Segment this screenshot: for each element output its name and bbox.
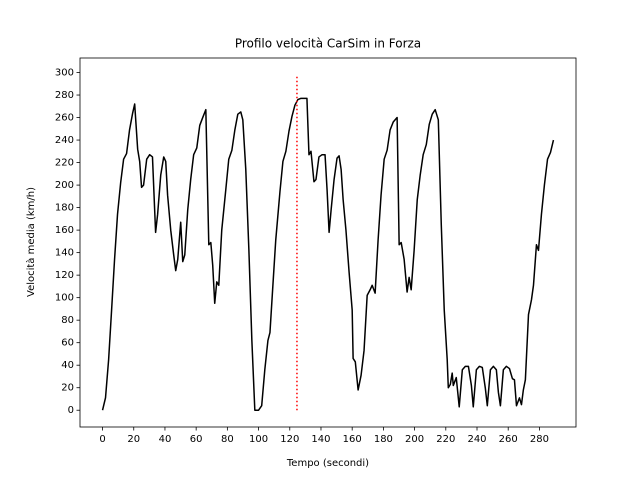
y-axis-label: Velocità media (km/h) bbox=[25, 187, 37, 297]
x-tick-label: 180 bbox=[374, 434, 393, 445]
x-tick-label: 0 bbox=[99, 434, 105, 445]
x-tick-label: 280 bbox=[530, 434, 549, 445]
y-tick-label: 120 bbox=[55, 270, 74, 281]
y-tick-label: 240 bbox=[55, 135, 74, 146]
plot-frame bbox=[79, 57, 577, 428]
x-tick-label: 220 bbox=[436, 434, 455, 445]
x-axis-label: Tempo (secondi) bbox=[286, 458, 369, 469]
y-tick-label: 260 bbox=[55, 113, 74, 124]
x-tick-label: 80 bbox=[221, 434, 234, 445]
x-tick-label: 120 bbox=[280, 434, 299, 445]
y-tick-label: 60 bbox=[61, 338, 74, 349]
y-tick-label: 180 bbox=[55, 203, 74, 214]
x-tick-label: 160 bbox=[343, 434, 362, 445]
y-tick-label: 80 bbox=[61, 315, 74, 326]
x-tick-label: 240 bbox=[467, 434, 486, 445]
y-tick-label: 220 bbox=[55, 158, 74, 169]
y-tick-label: 280 bbox=[55, 90, 74, 101]
y-tick-label: 100 bbox=[55, 293, 74, 304]
x-tick-label: 260 bbox=[499, 434, 518, 445]
data-line bbox=[101, 97, 555, 411]
x-tick-label: 40 bbox=[159, 434, 172, 445]
y-tick-label: 300 bbox=[55, 68, 74, 79]
x-tick-label: 140 bbox=[311, 434, 330, 445]
chart-title: Profilo velocità CarSim in Forza bbox=[235, 37, 421, 51]
y-tick-label: 200 bbox=[55, 180, 74, 191]
y-tick-label: 0 bbox=[68, 405, 74, 416]
y-tick-label: 140 bbox=[55, 248, 74, 259]
x-tick-label: 20 bbox=[127, 434, 140, 445]
y-tick-label: 20 bbox=[61, 383, 74, 394]
x-tick-label: 60 bbox=[190, 434, 203, 445]
y-tick-label: 160 bbox=[55, 225, 74, 236]
y-tick-label: 40 bbox=[61, 360, 74, 371]
x-tick-label: 100 bbox=[249, 434, 268, 445]
x-tick-label: 200 bbox=[405, 434, 424, 445]
